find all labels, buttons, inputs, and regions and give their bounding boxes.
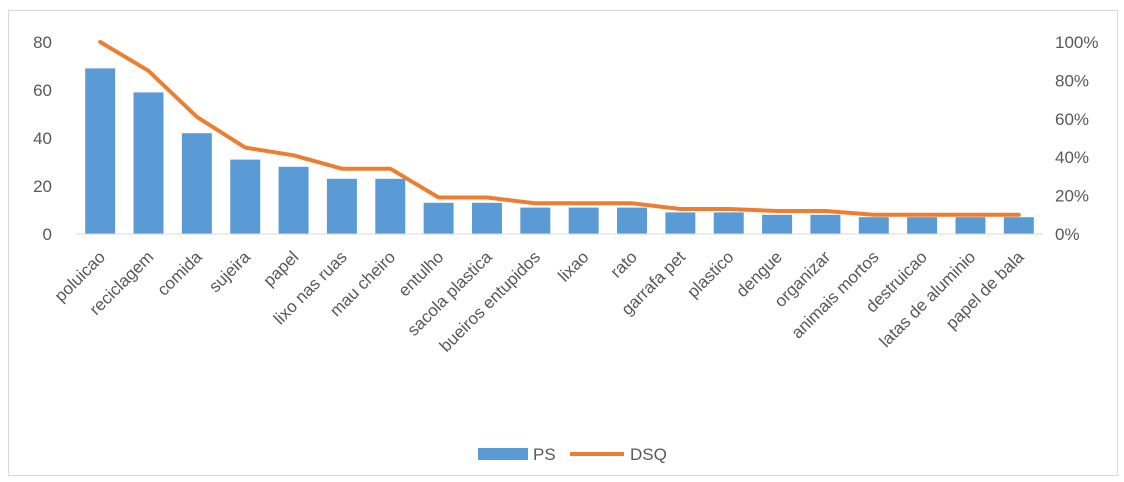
bar-14 [713,212,744,234]
left-tick-label: 80 [33,33,52,52]
bar-11 [568,207,599,234]
category-label: plastico [683,247,737,301]
right-tick-label: 60% [1055,110,1089,129]
category-label: comida [154,247,207,300]
bar-10 [520,207,551,234]
category-label: animais mortos [788,247,883,342]
bar-16 [810,214,841,234]
legend-label-dsq: DSQ [630,445,667,464]
left-axis-ticks: 0 20 40 60 80 [33,33,52,244]
bar-13 [665,212,696,234]
chart-frame [8,10,1118,476]
bar-20 [1003,217,1034,234]
bar-1 [85,68,116,235]
bar-series-ps [85,68,1034,235]
bar-3 [181,133,212,234]
category-label: sujeira [205,247,254,296]
bar-9 [471,202,502,234]
legend-label-ps: PS [533,445,556,464]
right-axis-ticks: 0% 20% 40% 60% 80% 100% [1055,33,1098,244]
bar-6 [326,178,357,234]
left-tick-label: 40 [33,129,52,148]
left-tick-label: 60 [33,81,52,100]
bar-15 [762,214,793,234]
line-series-dsq [98,40,1021,217]
left-tick-label: 0 [43,225,52,244]
category-label: papel [260,247,303,290]
bar-18 [907,217,938,234]
left-tick-label: 20 [33,177,52,196]
bar-2 [133,92,164,235]
legend-swatch-ps [478,448,528,460]
bar-7 [375,178,406,234]
bar-4 [230,159,261,234]
right-tick-label: 100% [1055,33,1098,52]
bar-5 [278,166,309,234]
bar-19 [955,217,986,234]
category-label: lixao [554,247,592,285]
category-label: rato [607,247,641,281]
bar-17 [858,217,889,234]
bar-12 [617,207,648,234]
category-label: sacola plastica [404,247,497,340]
right-tick-label: 80% [1055,71,1089,90]
right-tick-label: 20% [1055,187,1089,206]
right-tick-label: 40% [1055,148,1089,167]
bar-8 [423,202,454,234]
legend: PS DSQ [478,445,667,464]
right-tick-label: 0% [1055,225,1080,244]
